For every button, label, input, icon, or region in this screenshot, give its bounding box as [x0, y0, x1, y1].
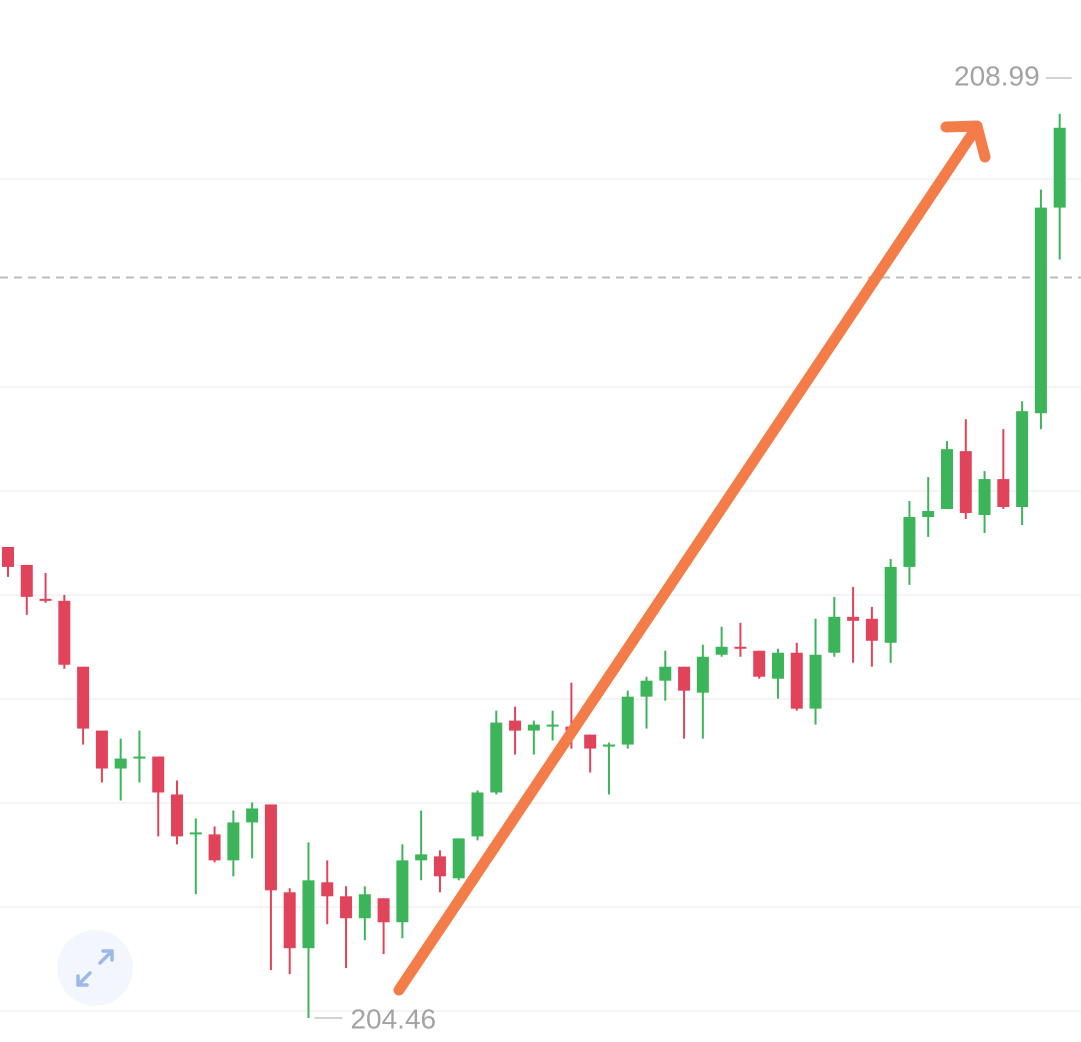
candle-body	[433, 856, 446, 877]
candle-body	[114, 758, 127, 769]
candle-body	[865, 618, 878, 641]
candle-body	[659, 666, 672, 681]
candle-body	[1016, 411, 1029, 508]
candle-body	[302, 880, 315, 949]
candle-body	[490, 722, 503, 793]
candle-body	[358, 894, 371, 919]
candle-body	[753, 650, 766, 677]
max-label: 208.99	[954, 60, 1040, 91]
candle-body	[584, 734, 597, 749]
candle-body	[809, 654, 822, 709]
candle-body	[847, 616, 860, 621]
candle-body	[978, 479, 991, 516]
candle-body	[264, 804, 277, 891]
candle-body	[941, 449, 953, 510]
candle-body	[377, 898, 390, 923]
candle-body	[828, 616, 841, 653]
expand-icon[interactable]	[76, 949, 114, 987]
candle-body	[95, 730, 108, 769]
candle-body	[1053, 127, 1066, 208]
candle-body	[790, 652, 803, 709]
candle-body	[20, 564, 33, 597]
candle-body	[509, 720, 522, 731]
candle-body	[640, 680, 653, 697]
candle-body	[527, 724, 540, 731]
candle-body	[321, 882, 334, 897]
candle-body	[77, 666, 90, 729]
candle-body	[189, 832, 202, 835]
candle-body	[734, 646, 747, 649]
candle-body	[39, 598, 52, 601]
candle-body	[340, 896, 353, 919]
candles	[0, 113, 1081, 1019]
candle-body	[959, 451, 972, 514]
candle-body	[546, 724, 559, 727]
candle-body	[1034, 207, 1047, 414]
candle-body	[922, 511, 935, 518]
candle-body	[471, 792, 484, 837]
arrow-head	[940, 120, 991, 163]
candle-body	[415, 854, 428, 861]
expand-button[interactable]	[57, 930, 133, 1006]
candle-body	[283, 892, 296, 949]
candle-body	[997, 479, 1010, 508]
candle-body	[208, 834, 221, 861]
candle-body	[771, 652, 784, 679]
expand-bg[interactable]	[57, 930, 133, 1006]
candle-body	[621, 696, 634, 745]
candle-body	[696, 656, 709, 693]
min-label: 204.46	[350, 1003, 436, 1034]
trend-arrow	[393, 120, 991, 996]
candle-body	[133, 756, 146, 759]
candle-body	[152, 756, 165, 793]
candle-body	[246, 808, 259, 823]
candle-body	[227, 822, 240, 861]
arrow-shaft	[393, 124, 981, 996]
candle-body	[396, 860, 409, 923]
candle-body	[171, 794, 184, 837]
candle-body	[903, 517, 916, 567]
candle-body	[452, 838, 465, 879]
candle-body	[884, 566, 897, 643]
candle-body	[2, 546, 14, 567]
candle-body	[58, 600, 71, 665]
candle-body	[678, 666, 691, 691]
candle-body	[715, 646, 728, 655]
candle-body	[602, 744, 615, 747]
